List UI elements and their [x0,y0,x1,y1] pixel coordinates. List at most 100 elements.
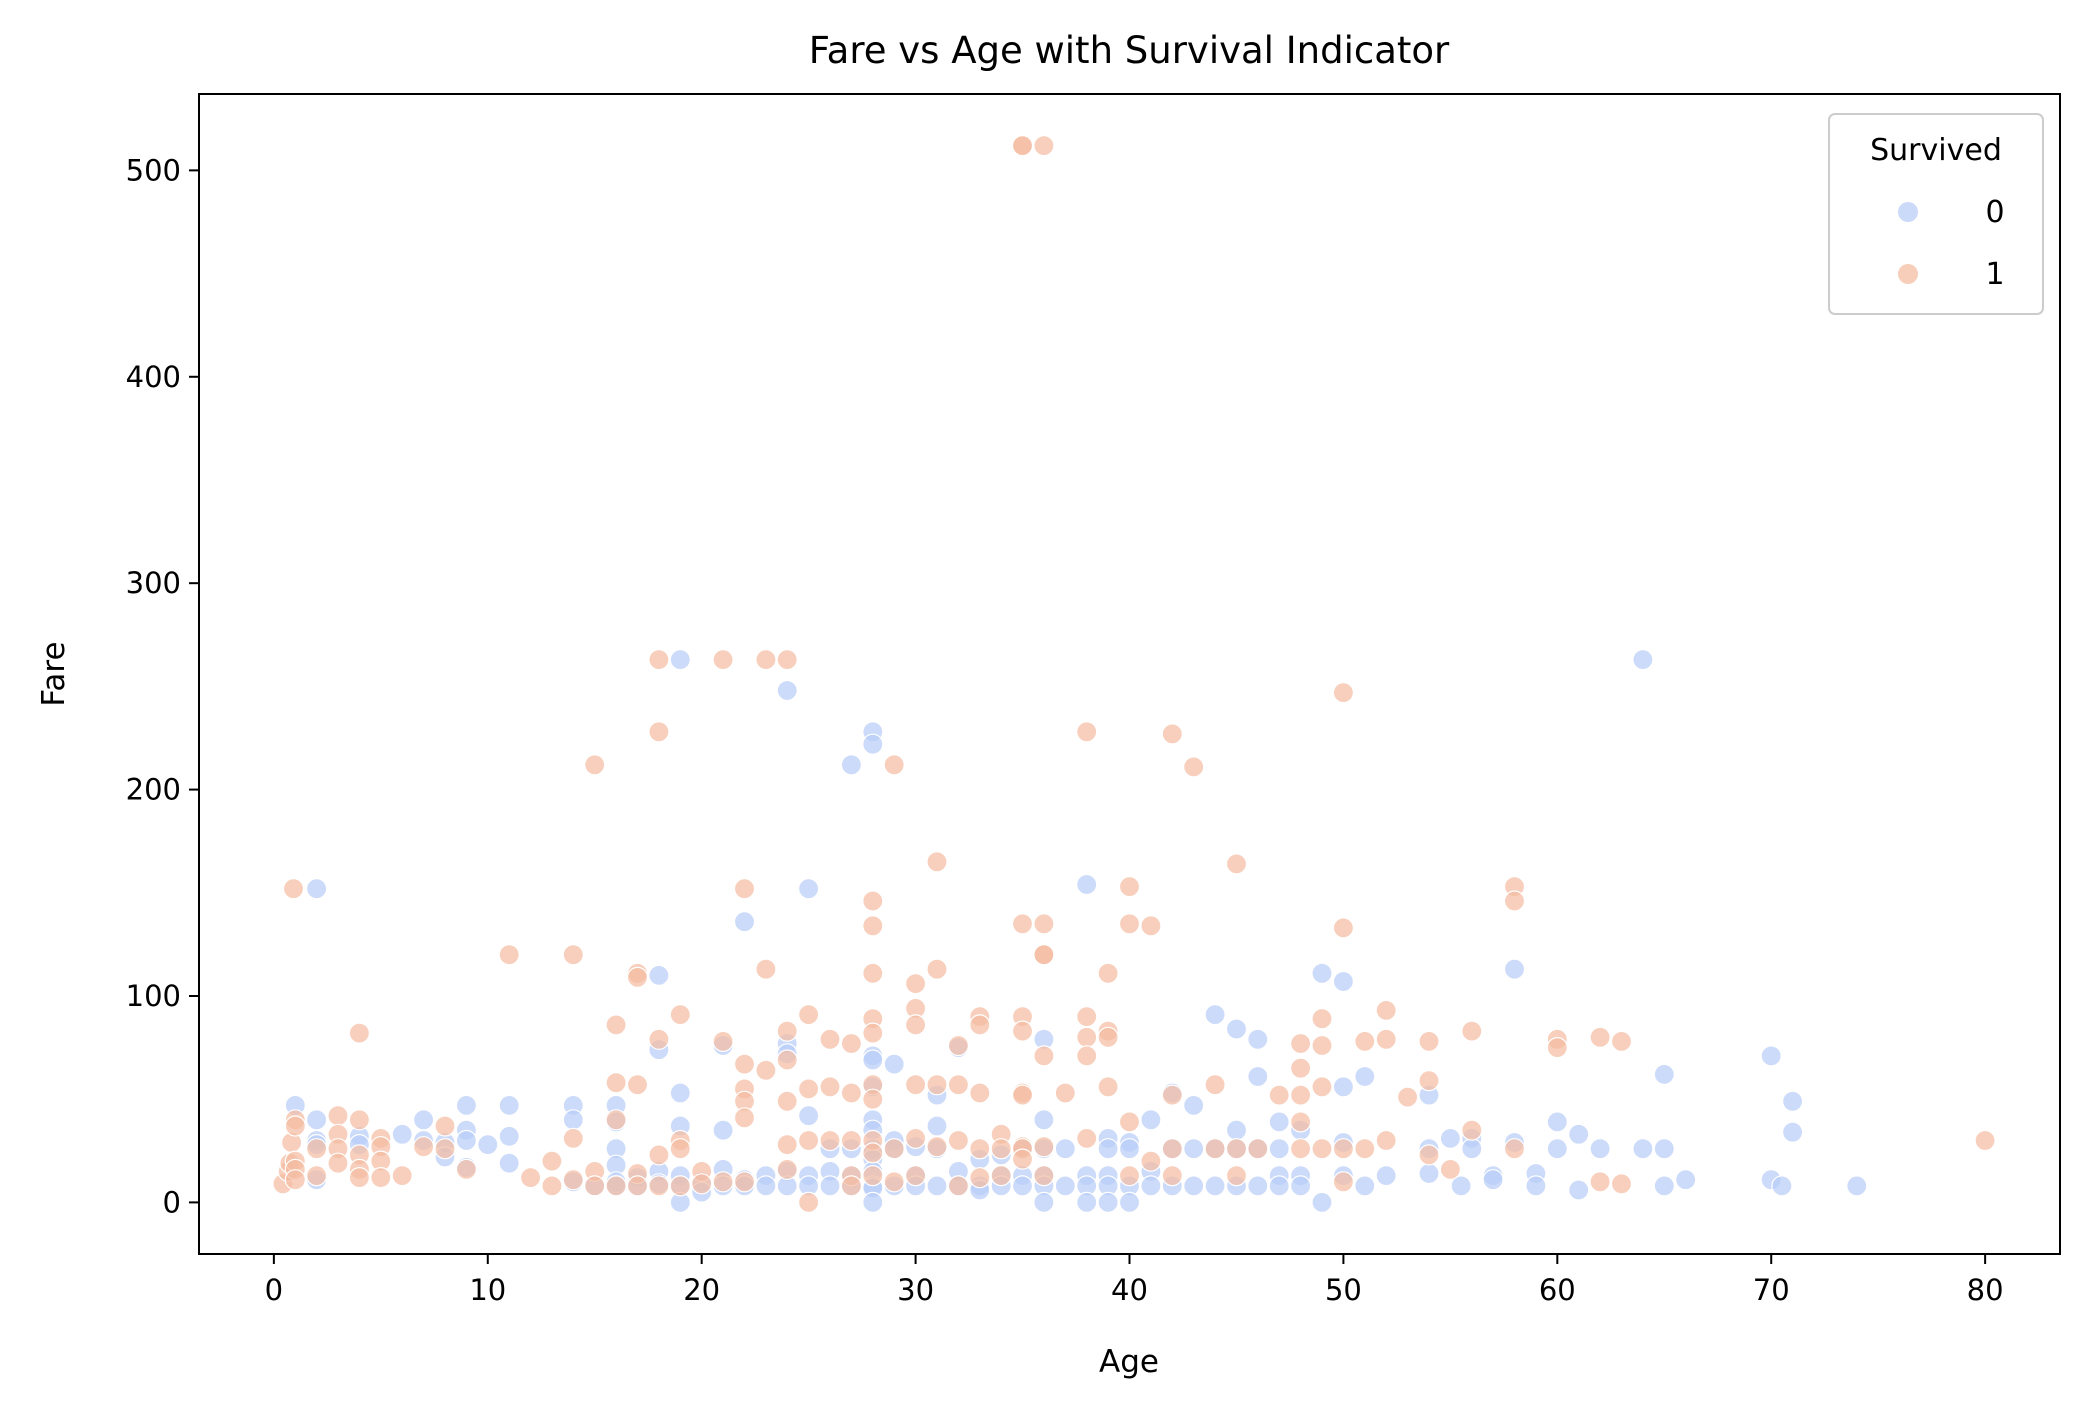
data-point-survived-0 [1183,1094,1205,1117]
data-point-survived-1 [1225,1138,1248,1160]
data-point-survived-1 [1546,1036,1568,1059]
data-point-survived-1 [348,1109,370,1131]
data-point-survived-0 [1118,1191,1141,1214]
data-point-survived-0 [1482,1169,1504,1191]
data-point-survived-0 [819,1175,841,1197]
data-point-survived-1 [755,648,777,671]
data-point-survived-1 [669,1175,691,1197]
data-point-survived-0 [413,1109,435,1131]
data-point-survived-1 [1289,1138,1312,1160]
data-point-survived-0 [477,1133,499,1156]
data-point-survived-1 [819,1028,841,1050]
data-point-survived-1 [733,1053,756,1075]
data-point-survived-1 [648,1028,670,1050]
data-point-survived-1 [691,1173,713,1195]
data-point-survived-1 [904,1164,927,1187]
data-point-survived-1 [1054,1082,1076,1104]
data-point-survived-0 [1771,1175,1793,1197]
data-point-survived-0 [498,1094,520,1117]
data-point-survived-0 [1268,1175,1290,1197]
data-point-survived-1 [1311,1138,1333,1160]
data-point-survived-1 [797,1129,820,1152]
data-point-survived-1 [1289,1084,1312,1106]
data-point-survived-0 [926,1115,948,1137]
data-point-survived-1 [1311,1034,1333,1057]
data-point-survived-1 [904,972,927,995]
data-point-survived-1 [1076,1127,1098,1150]
data-point-survived-0 [1675,1169,1697,1191]
data-point-survived-1 [733,1107,756,1129]
data-point-survived-1 [712,1030,734,1053]
data-point-survived-1 [840,1082,863,1104]
data-point-survived-1 [969,1082,991,1104]
data-point-survived-1 [904,1127,927,1150]
data-point-survived-0 [883,1053,905,1075]
data-point-survived-1 [1289,1111,1312,1133]
legend-marker-1 [1898,264,1918,284]
data-point-survived-1 [1375,1129,1397,1152]
data-point-survived-0 [1354,1175,1376,1197]
data-point-survived-1 [626,1175,649,1197]
data-point-survived-1 [648,648,670,671]
data-point-survived-1 [541,1175,563,1197]
data-point-survived-1 [1396,1086,1419,1108]
data-point-survived-1 [1589,1171,1611,1193]
data-point-survived-0 [1311,962,1333,984]
data-point-survived-1 [584,754,606,776]
data-point-survived-1 [562,1169,584,1191]
data-point-survived-0 [1033,1191,1055,1214]
data-point-survived-1 [1161,723,1183,745]
data-point-survived-1 [862,1142,884,1164]
data-point-survived-1 [626,966,649,989]
data-point-survived-0 [1439,1127,1462,1150]
data-point-survived-0 [840,754,863,776]
x-tick-label: 70 [1753,1273,1790,1307]
data-point-survived-1 [1439,1158,1462,1181]
data-point-survived-1 [969,1138,991,1160]
legend-marker-0 [1898,202,1918,222]
data-point-survived-1 [1161,1164,1183,1187]
data-point-survived-1 [862,962,884,984]
data-point-survived-1 [883,754,905,776]
data-point-survived-1 [1974,1129,1996,1152]
data-point-survived-1 [434,1138,456,1160]
data-point-survived-0 [1760,1045,1782,1067]
data-point-survived-0 [1247,1065,1269,1088]
data-point-survived-1 [1204,1138,1226,1160]
data-point-survived-1 [969,1166,991,1189]
data-point-survived-0 [1225,1119,1248,1141]
data-point-survived-1 [712,648,734,671]
data-point-survived-1 [862,1164,884,1187]
data-point-survived-1 [1354,1138,1376,1160]
data-point-survived-1 [455,1158,477,1181]
data-point-survived-1 [1375,1028,1397,1050]
data-point-survived-0 [926,1175,948,1197]
data-point-survived-1 [1161,1138,1183,1160]
data-point-survived-1 [1033,1136,1055,1158]
data-point-survived-1 [1118,875,1141,898]
y-tick-label: 400 [126,360,181,394]
data-point-survived-0 [1781,1121,1804,1143]
data-point-survived-1 [797,1078,820,1100]
legend-label-0: 0 [1985,195,2004,230]
data-point-survived-1 [1118,1111,1141,1133]
data-point-survived-1 [584,1175,606,1197]
data-point-survived-1 [370,1166,392,1189]
data-point-survived-0 [1450,1175,1472,1197]
data-point-survived-0 [1011,1175,1034,1197]
data-point-survived-0 [1589,1138,1611,1160]
data-point-survived-1 [797,1003,820,1026]
data-point-survived-1 [327,1152,349,1174]
data-point-survived-1 [1118,1164,1141,1187]
data-point-survived-0 [1289,1175,1312,1197]
data-point-survived-0 [1568,1123,1590,1145]
data-point-survived-1 [755,1059,777,1081]
y-tick-label: 0 [163,1185,181,1219]
data-point-survived-0 [1140,1109,1162,1131]
data-point-survived-1 [1332,1171,1355,1193]
legend-title: Survived [1870,133,2002,168]
data-point-survived-0 [1653,1138,1675,1160]
data-point-survived-0 [1204,1003,1226,1026]
data-point-survived-0 [1183,1138,1205,1160]
data-point-survived-1 [776,1020,798,1042]
